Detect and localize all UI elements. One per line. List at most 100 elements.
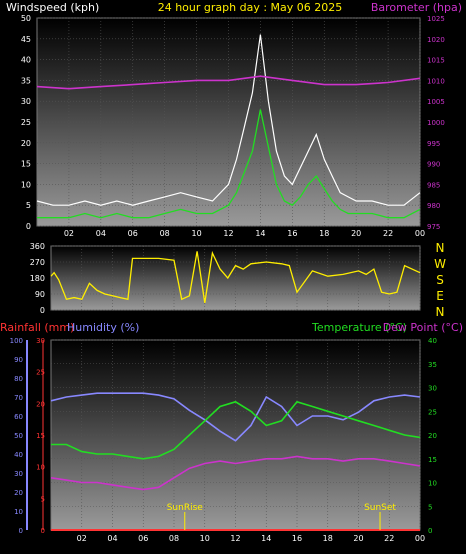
wind-gust-line — [36, 34, 421, 206]
rain-tick-label: 20 — [36, 400, 45, 408]
wind-y-tick-label: 25 — [21, 118, 31, 127]
barometer-y-tick-label: 1015 — [427, 57, 445, 65]
direction-y-tick-label: 360 — [30, 242, 45, 251]
humidity-line — [50, 392, 421, 442]
wind-y-tick-label: 50 — [21, 14, 31, 23]
humidity-tick-label: 0 — [19, 527, 23, 535]
temp-right-tick-label: 20 — [428, 432, 437, 440]
temp-right-tick-label: 0 — [428, 527, 432, 535]
humidity-tick-label: 30 — [14, 470, 23, 478]
temp-right-tick-label: 25 — [428, 408, 437, 416]
temp-x-tick-label: 06 — [138, 534, 148, 543]
compass-w: W — [434, 257, 446, 271]
humidity-tick-label: 20 — [14, 489, 23, 497]
rain-tick-label: 0 — [41, 527, 45, 535]
wind-y-tick-label: 15 — [21, 160, 31, 169]
temp-x-tick-label: 22 — [384, 534, 394, 543]
wind-x-tick-label: 22 — [383, 229, 393, 238]
temp-x-tick-label: 16 — [292, 534, 302, 543]
sunrise-label: SunRise — [167, 503, 204, 513]
dewpoint-axis-label: Dew Point (°C) — [383, 321, 463, 334]
chart-title: 24 hour graph day : May 06 2025 — [158, 1, 343, 14]
humidity-tick-label: 40 — [14, 451, 23, 459]
rain-tick-label: 30 — [36, 337, 45, 345]
wind-y-tick-label: 10 — [21, 180, 31, 189]
barometer-y-tick-label: 1020 — [427, 36, 445, 44]
barometer-y-tick-label: 1000 — [427, 119, 445, 127]
wind-y-tick-label: 40 — [21, 56, 31, 65]
temp-x-tick-label: 12 — [230, 534, 240, 543]
direction-plot-area — [50, 245, 421, 311]
humidity-tick-label: 10 — [14, 508, 23, 516]
temp-x-tick-label: 10 — [200, 534, 210, 543]
wind-x-tick-label: 06 — [128, 229, 138, 238]
wind-y-tick-label: 45 — [21, 35, 31, 44]
humidity-tick-label: 50 — [14, 432, 23, 440]
wind-x-tick-label: 20 — [351, 229, 361, 238]
temp-x-tick-label: 04 — [107, 534, 117, 543]
wind-x-tick-label: 12 — [223, 229, 233, 238]
temp-plot-area — [50, 339, 421, 531]
direction-y-tick-label: 90 — [35, 290, 45, 299]
rain-tick-label: 15 — [36, 432, 45, 440]
windspeed-axis-label: Windspeed (kph) — [6, 1, 99, 14]
wind-x-tick-label: 08 — [160, 229, 170, 238]
wind-x-tick-label: 04 — [96, 229, 106, 238]
wind-direction-line — [50, 250, 421, 303]
temperature-line — [51, 400, 421, 460]
wind-y-tick-label: 30 — [21, 97, 31, 106]
barometer-y-tick-label: 1005 — [427, 98, 445, 106]
barometer-y-tick-label: 990 — [427, 161, 440, 169]
temp-x-tick-label: 02 — [77, 534, 87, 543]
barometer-axis-label: Barometer (hpa) — [371, 1, 462, 14]
compass-n-top: N — [436, 241, 445, 255]
barometer-line — [36, 75, 421, 90]
direction-y-tick-label: 180 — [30, 274, 45, 283]
wind-y-tick-label: 20 — [21, 139, 31, 148]
barometer-y-tick-label: 985 — [427, 181, 440, 189]
temp-x-tick-label: 20 — [353, 534, 363, 543]
sunset-label: SunSet — [364, 503, 396, 513]
temp-x-tick-label: 14 — [261, 534, 271, 543]
wind-x-tick-label: 02 — [64, 229, 74, 238]
wind-x-tick-label: 00 — [415, 229, 425, 238]
wind-y-tick-label: 5 — [26, 201, 31, 210]
barometer-y-tick-label: 975 — [427, 223, 440, 231]
temp-right-tick-label: 5 — [428, 503, 432, 511]
rain-tick-label: 25 — [36, 369, 45, 377]
humidity-tick-label: 60 — [14, 413, 23, 421]
temp-x-tick-label: 00 — [415, 534, 425, 543]
rainfall-axis-label: Rainfall (mm) — [0, 321, 74, 334]
humidity-axis-label: Humidity (%) — [67, 321, 139, 334]
compass-n-bottom: N — [436, 305, 445, 319]
humidity-tick-label: 90 — [14, 356, 23, 364]
wind-x-tick-label: 16 — [287, 229, 297, 238]
compass-s: S — [436, 273, 444, 287]
temp-right-tick-label: 30 — [428, 385, 437, 393]
compass-e: E — [436, 289, 444, 303]
temp-right-tick-label: 15 — [428, 456, 437, 464]
humidity-tick-label: 80 — [14, 375, 23, 383]
barometer-y-tick-label: 995 — [427, 140, 440, 148]
temp-x-tick-label: 08 — [169, 534, 179, 543]
barometer-y-tick-label: 1025 — [427, 15, 445, 23]
barometer-y-tick-label: 1010 — [427, 77, 445, 85]
temperature-axis-label: Temperature (°C) — [311, 321, 407, 334]
dewpoint-line — [50, 455, 421, 491]
wind-y-tick-label: 35 — [21, 76, 31, 85]
wind-average-line — [37, 109, 421, 219]
wind-x-tick-label: 14 — [255, 229, 265, 238]
humidity-tick-label: 70 — [14, 394, 23, 402]
barometer-y-tick-label: 980 — [427, 202, 440, 210]
temp-right-tick-label: 35 — [428, 361, 437, 369]
direction-y-tick-label: 270 — [30, 258, 45, 267]
rain-tick-label: 5 — [41, 495, 45, 503]
temp-right-tick-label: 10 — [428, 480, 437, 488]
direction-y-tick-label: 0 — [40, 306, 45, 315]
temp-right-tick-label: 40 — [428, 337, 437, 345]
rain-tick-label: 10 — [36, 464, 45, 472]
wind-x-tick-label: 10 — [191, 229, 201, 238]
wind-y-tick-label: 0 — [26, 222, 31, 231]
